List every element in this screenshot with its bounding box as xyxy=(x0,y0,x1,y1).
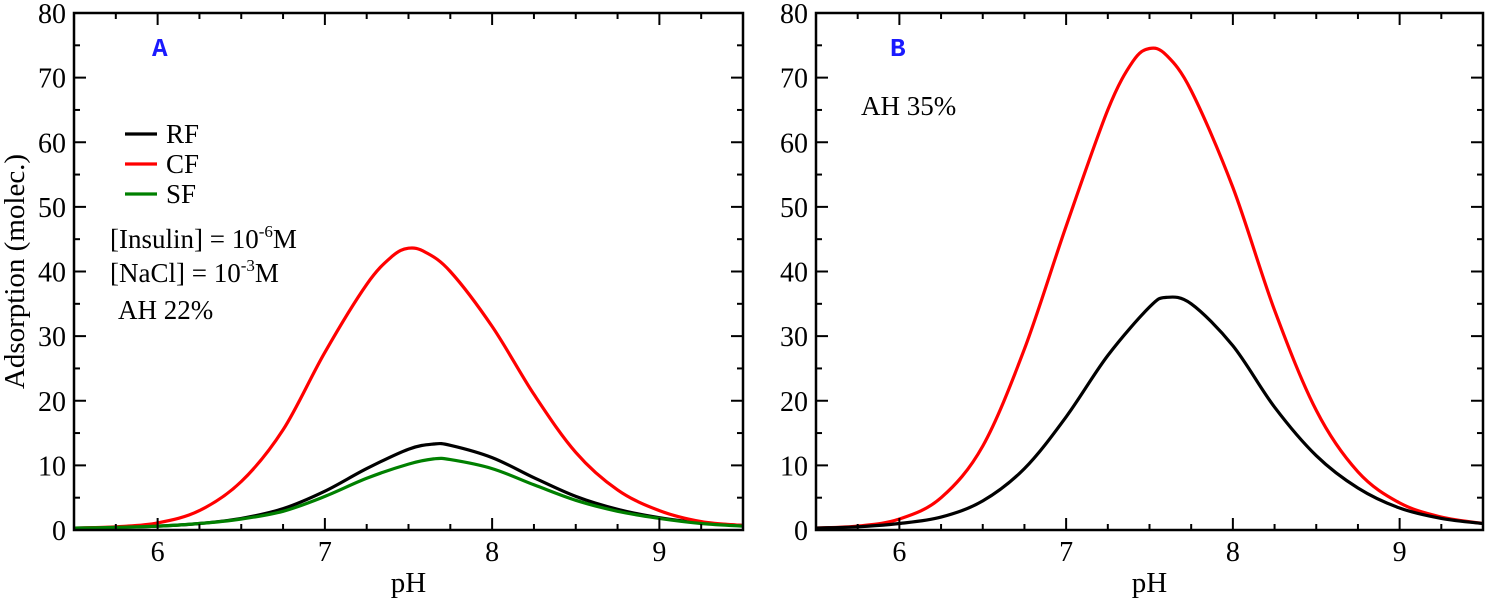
legend-label-cf: CF xyxy=(166,149,199,179)
y-tick-label: 70 xyxy=(780,64,808,95)
x-axis-title: pH xyxy=(391,567,427,599)
x-tick-label: 6 xyxy=(892,537,906,568)
annotation-main: [NaCl] = 10 xyxy=(110,258,241,288)
y-tick-label: 10 xyxy=(780,451,808,482)
panel-b: 6 7 8 9 0 10 20 30 40 50 60 70 80 pH B AH 35% xyxy=(780,0,1485,599)
annotation-unit: M xyxy=(255,258,279,288)
plot-frame xyxy=(72,11,745,532)
annotation-unit: M xyxy=(273,224,297,254)
y-tick-label: 60 xyxy=(38,128,66,159)
y-tick-label: 20 xyxy=(38,387,66,418)
annotation-text: AH 22% xyxy=(118,295,213,325)
x-axis-title: pH xyxy=(1132,567,1168,599)
x-tick-label: 7 xyxy=(318,537,332,568)
series-line-curve-2 xyxy=(816,295,1483,530)
y-tick-label: 30 xyxy=(780,322,808,353)
panel-a: 6 7 8 9 0 10 20 30 40 50 60 70 80 pH Adsorption (molec… xyxy=(0,0,745,599)
series-group xyxy=(74,246,743,530)
y-tick-label: 0 xyxy=(52,516,66,547)
y-tick-label: 20 xyxy=(780,387,808,418)
y-tick-label: 40 xyxy=(38,258,66,289)
legend-label-rf: RF xyxy=(166,119,199,149)
x-tick-label: 9 xyxy=(1393,537,1407,568)
annotation-text: [Insulin] = 10-6M xyxy=(110,222,297,254)
annotation-text: AH 35% xyxy=(861,91,956,121)
series-line-curve-1 xyxy=(816,46,1483,530)
x-tick-label: 8 xyxy=(1226,537,1240,568)
y-tick-label: 80 xyxy=(780,0,808,30)
y-tick-label: 10 xyxy=(38,451,66,482)
annotation-main: [Insulin] = 10 xyxy=(110,224,259,254)
annotation-exponent: -3 xyxy=(241,256,255,275)
x-tick-label: 6 xyxy=(151,537,165,568)
plot-frame xyxy=(814,11,1485,532)
y-tick-label: 0 xyxy=(794,516,808,547)
y-axis-title: Adsorption (molec.) xyxy=(0,154,31,389)
y-tick-label: 50 xyxy=(780,193,808,224)
annotation-main: AH 35% xyxy=(861,91,956,121)
legend-label-sf: SF xyxy=(166,179,196,209)
x-tick-label: 9 xyxy=(652,537,666,568)
annotation-exponent: -6 xyxy=(259,222,273,241)
panel-letter: A xyxy=(152,34,168,64)
series-line-sf xyxy=(74,456,743,530)
x-tick-label: 7 xyxy=(1059,537,1073,568)
annotation-text: [NaCl] = 10-3M xyxy=(110,256,279,288)
series-group xyxy=(816,46,1483,530)
annotation-main: AH 22% xyxy=(118,295,213,325)
y-tick-label: 30 xyxy=(38,322,66,353)
y-tick-label: 50 xyxy=(38,193,66,224)
y-tick-label: 40 xyxy=(780,258,808,289)
x-tick-label: 8 xyxy=(485,537,499,568)
panel-letter: B xyxy=(890,34,906,64)
series-line-cf xyxy=(74,246,743,530)
y-tick-label: 70 xyxy=(38,64,66,95)
y-tick-label: 60 xyxy=(780,128,808,159)
y-tick-label: 80 xyxy=(38,0,66,30)
